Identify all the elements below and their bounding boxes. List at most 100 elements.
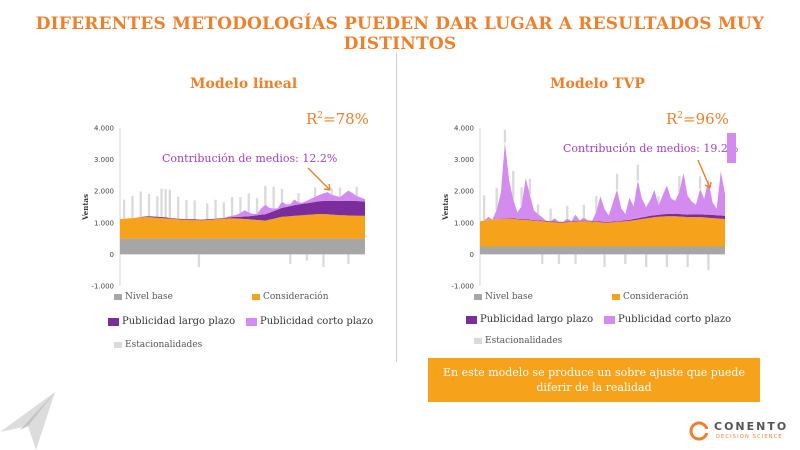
y-tick-label: 3.000 <box>94 156 114 164</box>
conento-logo-icon <box>689 421 709 441</box>
seasonality-bar <box>483 195 486 221</box>
legend-swatch-estacionalidades <box>114 342 122 348</box>
chart-modelo-tvp: Ventas 4.000 3.000 2.000 1.000 0 -1.000 <box>441 125 725 291</box>
legend-swatch-nivel-base <box>114 294 122 300</box>
slide-title: DIFERENTES METODOLOGÍAS PUEDEN DAR LUGAR… <box>35 14 765 54</box>
legend-label: Nivel base <box>485 292 533 302</box>
seasonality-bar <box>280 189 284 202</box>
seasonality-bar <box>624 254 627 264</box>
seasonality-bar <box>123 199 126 219</box>
legend-label: Nivel base <box>125 292 173 302</box>
paper-plane-icon <box>0 392 55 450</box>
tvp-bar-marker <box>727 133 736 163</box>
seasonality-bar <box>330 188 333 195</box>
seasonality-bar <box>197 254 201 267</box>
seasonality-bar <box>206 203 209 220</box>
seasonality-bar <box>168 189 171 218</box>
legend-item-consideracion: Consideración <box>252 292 329 302</box>
seasonality-bar <box>255 198 259 214</box>
y-tick-label: 2.000 <box>454 188 474 196</box>
legend-swatch-publicidad-corto <box>246 317 257 326</box>
seasonality-bar <box>131 195 134 218</box>
seasonality-bar <box>305 254 308 261</box>
seasonality-bar <box>615 173 619 190</box>
logo-tagline: DECISION SCIENCE <box>716 434 783 440</box>
seasonality-bar <box>247 193 250 213</box>
seasonality-bar <box>528 178 531 195</box>
legend-label: Publicidad corto plazo <box>618 314 732 325</box>
seasonality-bar <box>231 196 234 216</box>
seasonality-bar <box>338 187 342 198</box>
seasonality-bar <box>272 186 275 209</box>
seasonality-bar <box>160 188 163 218</box>
legend-item-estacionalidades: Estacionalidades <box>114 340 202 350</box>
legend-label: Estacionalidades <box>125 340 203 350</box>
y-tick-label: -1.000 <box>91 283 114 291</box>
overfit-callout: En este modelo se produce un sobre ajust… <box>428 358 760 402</box>
seasonality-bar <box>355 186 358 196</box>
seasonality-bar <box>707 254 710 271</box>
panel-title-tvp: Modelo TVP <box>550 76 645 92</box>
seasonality-bar <box>503 129 507 143</box>
legend-label: Publicidad largo plazo <box>122 316 236 327</box>
legend-swatch-consideracion <box>612 294 620 300</box>
legend-item-nivel-base: Nivel base <box>114 292 173 302</box>
legend-item-consideracion: Consideración <box>612 292 689 302</box>
seasonality-bar <box>557 254 561 264</box>
seasonality-bar <box>147 194 151 217</box>
seasonality-bar <box>512 171 515 200</box>
legend-label: Estacionalidades <box>485 336 563 346</box>
area-consideracion <box>480 216 725 247</box>
seasonality-bar <box>657 195 660 206</box>
legend-label: Publicidad corto plazo <box>260 316 374 327</box>
legend-label: Consideración <box>623 292 689 302</box>
seasonality-bar <box>549 208 552 222</box>
legend-swatch-nivel-base <box>474 294 482 300</box>
chart-modelo-lineal: Ventas 4.000 3.000 2.000 1.000 0 -1.000 <box>81 125 365 291</box>
legend-item-publicidad-corto: Publicidad corto plazo <box>604 314 731 325</box>
seasonality-bar <box>214 199 217 219</box>
media-contribution-lineal: Contribución de medios: 12.2% <box>162 152 338 165</box>
legend-item-publicidad-largo: Publicidad largo plazo <box>108 316 235 327</box>
area-publicidad-corto <box>480 142 725 222</box>
panel-title-lineal: Modelo lineal <box>190 76 298 92</box>
area-nivel-base <box>480 246 725 255</box>
area-nivel-base <box>120 238 365 255</box>
annotation-arrow <box>307 167 331 191</box>
legend-item-nivel-base: Nivel base <box>474 292 533 302</box>
y-tick-label: 4.000 <box>94 125 114 133</box>
seasonality-bar <box>177 196 180 219</box>
seasonality-bar <box>347 254 350 264</box>
area-publicidad-corto <box>120 190 365 220</box>
legend-item-publicidad-corto: Publicidad corto plazo <box>246 316 373 327</box>
annotation-arrow <box>697 159 712 189</box>
y-tick-label: 0 <box>110 251 114 259</box>
y-tick-label: 2.000 <box>94 188 114 196</box>
seasonality-bar <box>314 187 317 197</box>
seasonality-bar <box>698 176 702 189</box>
seasonality-bar <box>289 254 292 264</box>
legend-item-publicidad-largo: Publicidad largo plazo <box>466 314 593 325</box>
seasonality-bar <box>297 193 300 203</box>
seasonality-bar <box>645 254 648 267</box>
area-publicidad-largo <box>480 213 725 223</box>
seasonality-bar <box>566 205 569 219</box>
legend-swatch-publicidad-largo <box>108 317 119 326</box>
y-axis-label: Ventas <box>441 194 450 221</box>
area-consideracion <box>120 214 365 239</box>
seasonality-bar <box>156 196 159 217</box>
legend-swatch-consideracion <box>252 294 260 300</box>
seasonality-bar <box>222 202 225 219</box>
y-tick-label: 1.000 <box>454 219 474 227</box>
seasonality-bar <box>595 195 598 212</box>
legend-label: Consideración <box>263 292 329 302</box>
y-tick-label: 1.000 <box>94 219 114 227</box>
media-contribution-tvp: Contribución de medios: 19.2% <box>563 142 739 155</box>
callout-text: En este modelo se produce un sobre ajust… <box>443 366 745 394</box>
seasonality-bar <box>193 200 196 220</box>
seasonality-bar <box>574 254 577 264</box>
y-tick-label: -1.000 <box>451 283 474 291</box>
seasonality-bar <box>239 197 242 213</box>
y-axis-label: Ventas <box>81 194 90 221</box>
seasonality-bar <box>541 254 544 264</box>
